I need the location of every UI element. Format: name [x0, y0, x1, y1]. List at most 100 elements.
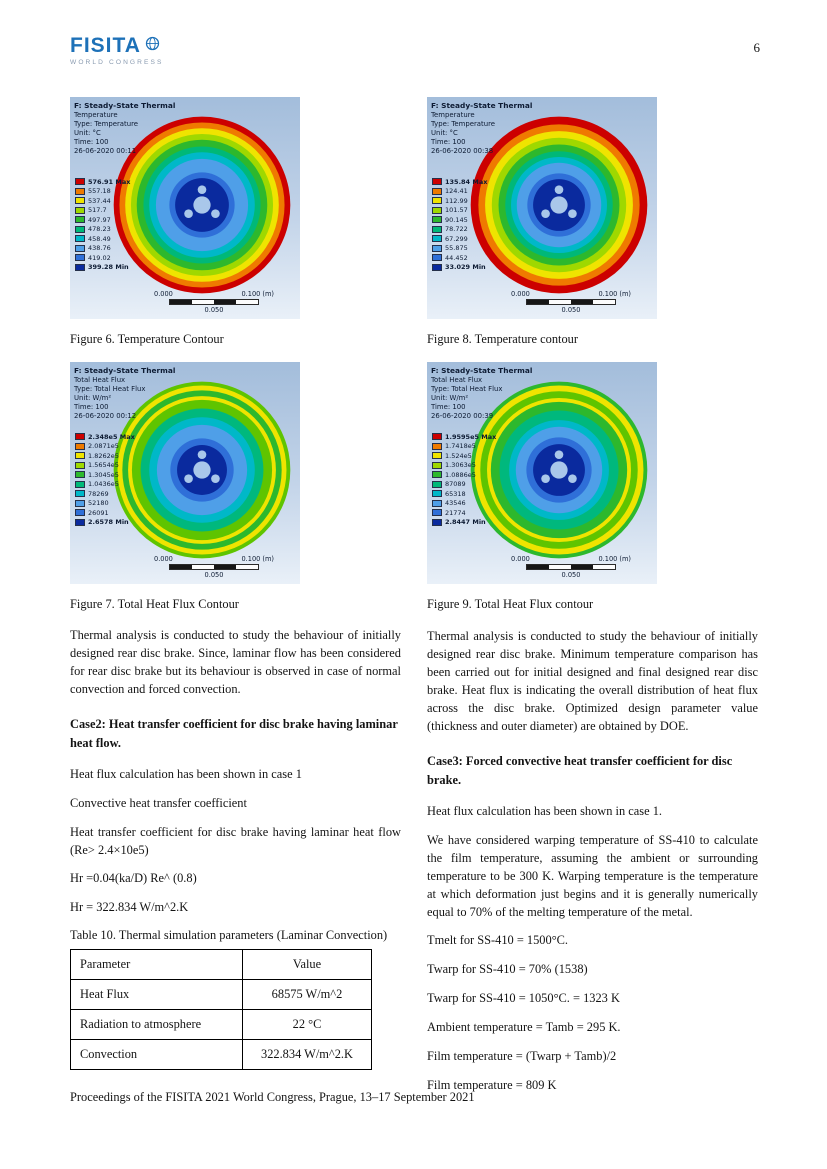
logo-subtitle: WORLD CONGRESS	[70, 59, 164, 66]
table-10-caption: Table 10. Thermal simulation parameters …	[70, 928, 388, 943]
legend-color-swatch	[432, 263, 442, 271]
legend-entry: 21774	[432, 508, 496, 518]
legend-value: 43546	[445, 499, 466, 508]
viewport-title: F: Steady-State Thermal	[431, 366, 533, 375]
viewport-info-line: Temperature	[431, 111, 475, 119]
legend-color-swatch	[75, 225, 85, 233]
legend-entry: 458.49	[75, 234, 130, 244]
value-cell: 322.834 W/m^2.K	[242, 1039, 372, 1071]
legend-color-swatch	[432, 254, 442, 262]
legend-value: 576.91 Max	[88, 177, 131, 186]
right-column: F: Steady-State Thermal Temperature Type:…	[427, 97, 758, 1106]
value-cell: 68575 W/m^2	[242, 979, 372, 1011]
viewport-info-line: Total Heat Flux	[74, 376, 126, 384]
scale-max-label: 0.100 (m)	[598, 290, 631, 298]
viewport-info-line: 26-06-2020 00:39	[431, 412, 494, 421]
legend-color-swatch	[75, 518, 85, 526]
legend-color-swatch	[432, 433, 442, 441]
disc-brake-contour-plot	[463, 109, 655, 301]
param-cell: Radiation to atmosphere	[70, 1009, 243, 1041]
disc-brake-contour-plot	[463, 374, 655, 566]
viewport-info-line: Time: 100	[431, 138, 466, 147]
legend-color-swatch	[432, 197, 442, 205]
legend-entry: 557.18	[75, 187, 130, 197]
legend-entry: 112.99	[432, 196, 487, 206]
legend-color-swatch	[432, 471, 442, 479]
legend-entry: 1.9595e5 Max	[432, 432, 496, 442]
legend-color-swatch	[432, 225, 442, 233]
formula-line: Twarp for SS-410 = 70% (1538)	[427, 962, 588, 977]
legend-value: 78269	[88, 489, 109, 498]
body-paragraph: Thermal analysis is conducted to study t…	[427, 629, 758, 733]
legend-entry: 2.6578 Min	[75, 518, 135, 528]
viewport-info-block: F: Steady-State Thermal Total Heat Flux T…	[74, 366, 175, 422]
scale-ruler	[526, 564, 616, 570]
formula-line: Ambient temperature = Tamb = 295 K.	[427, 1019, 621, 1034]
page-header: FISITA WORLD CONGRESS 6	[70, 34, 760, 66]
legend-color-swatch	[432, 244, 442, 252]
legend-entry: 478.23	[75, 225, 130, 235]
legend-color-swatch	[75, 235, 85, 243]
figure-8-caption: Figure 8. Temperature contour	[427, 332, 578, 346]
legend-entry: 90.145	[432, 215, 487, 225]
table-row: Heat Flux 68575 W/m^2	[70, 979, 372, 1011]
legend-value: 1.3063e5	[445, 461, 476, 470]
viewport-info-line: 26-06-2020 00:38	[431, 147, 494, 156]
legend-entry: 78269	[75, 489, 135, 499]
legend-value: 1.8262e5	[88, 451, 119, 460]
viewport-info-line: Time: 100	[431, 403, 466, 412]
legend-color-swatch	[432, 509, 442, 517]
legend-entry: 87089	[432, 480, 496, 490]
viewport-info-line: Unit: W/m²	[74, 394, 112, 403]
formula-line: Twarp for SS-410 = 1050°C. = 1323 K	[427, 991, 620, 1005]
legend-entry: 1.0886e5	[432, 470, 496, 480]
legend-color-swatch	[432, 499, 442, 507]
col-header-parameter: Parameter	[70, 949, 243, 981]
legend-entry: 419.02	[75, 253, 130, 263]
legend-color-swatch	[432, 452, 442, 460]
legend-value: 55.875	[445, 244, 468, 253]
legend-color-swatch	[75, 442, 85, 450]
legend-color-swatch	[432, 480, 442, 488]
viewport-info-line: Total Heat Flux	[431, 376, 483, 384]
legend-value: 458.49	[88, 234, 111, 243]
formula-line: Hr =0.04(ka/D) Re^ (0.8)	[70, 871, 197, 886]
viewport-info-line: Type: Total Heat Flux	[431, 385, 503, 394]
viewport-info-line: 26-06-2020 00:12	[74, 412, 137, 421]
legend-color-swatch	[75, 187, 85, 195]
legend-entry: 1.3045e5	[75, 470, 135, 480]
legend-value: 1.524e5	[445, 451, 472, 460]
ansys-viewport-temperature-initial: F: Steady-State Thermal Temperature Type:…	[70, 97, 300, 319]
legend-color-swatch	[75, 509, 85, 517]
legend-entry: 55.875	[432, 244, 487, 254]
scale-mid-label: 0.050	[204, 571, 224, 579]
legend-value: 78.722	[445, 225, 468, 234]
legend-value: 124.41	[445, 187, 468, 196]
scale-min-label: 0.000	[511, 555, 530, 563]
legend-value: 2.348e5 Max	[88, 432, 135, 441]
viewport-info-lines: Temperature Type: Temperature Unit: °C Time…	[431, 111, 532, 157]
viewport-info-line: Unit: °C	[74, 129, 101, 138]
legend-entry: 399.28 Min	[75, 263, 130, 273]
color-legend: 1.9595e5 Max 1.7418e5 1.524e5 1.3063e5	[432, 432, 496, 527]
legend-entry: 2.348e5 Max	[75, 432, 135, 442]
legend-value: 1.0886e5	[445, 470, 476, 479]
viewport-info-line: 26-06-2020 00:11	[74, 147, 137, 156]
figure-7: F: Steady-State Thermal Total Heat Flux T…	[70, 362, 401, 612]
case3-heading: Case3: Forced convective heat transfer c…	[427, 753, 733, 787]
viewport-info-line: Time: 100	[74, 138, 109, 147]
legend-entry: 67.299	[432, 234, 487, 244]
viewport-info-line: Time: 100	[74, 403, 109, 412]
legend-color-swatch	[75, 263, 85, 271]
legend-color-swatch	[75, 480, 85, 488]
legend-color-swatch	[75, 206, 85, 214]
formula-line: Film temperature = 809 K	[427, 1077, 557, 1092]
formula-line: Hr = 322.834 W/m^2.K	[70, 900, 189, 915]
legend-value: 537.44	[88, 196, 111, 205]
legend-value: 26091	[88, 508, 109, 517]
legend-value: 1.0436e5	[88, 480, 119, 489]
disc-brake-contour-plot	[106, 109, 298, 301]
legend-value: 33.029 Min	[445, 263, 486, 272]
scale-max-label: 0.100 (m)	[241, 555, 274, 563]
legend-value: 67.299	[445, 234, 468, 243]
